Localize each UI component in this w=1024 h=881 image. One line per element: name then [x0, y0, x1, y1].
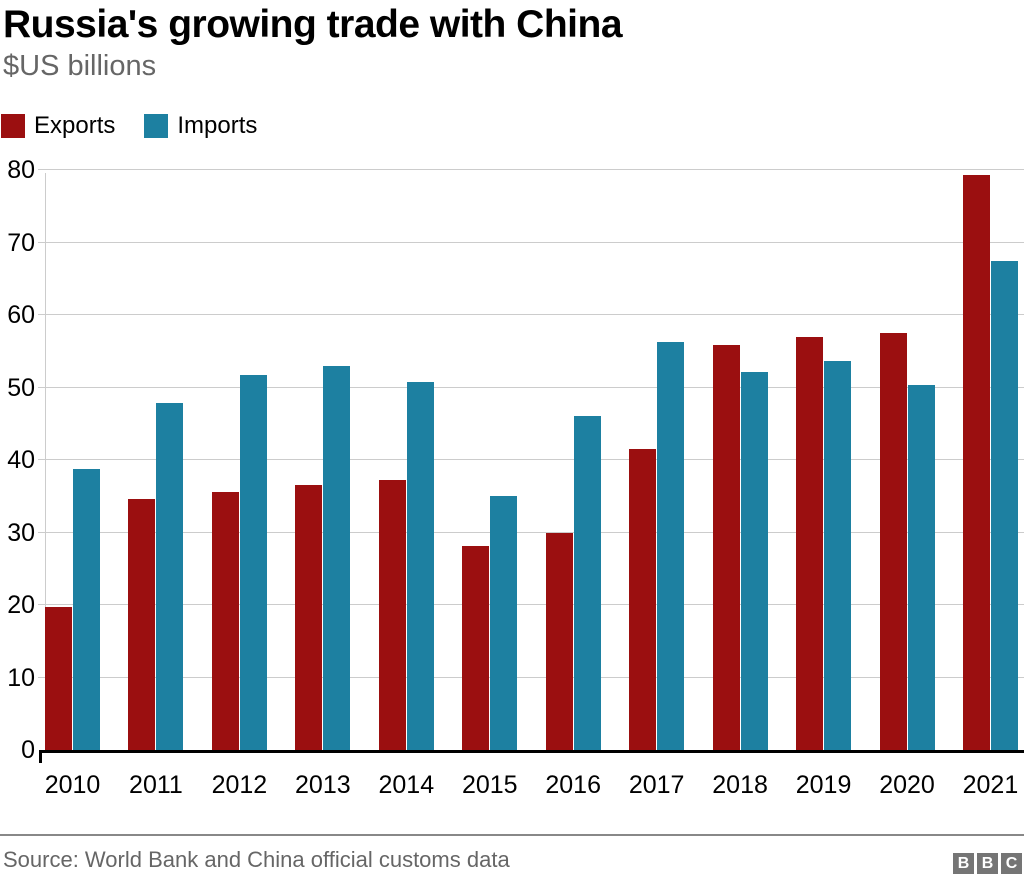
x-tick-label-2015: 2015 — [461, 771, 518, 799]
x-tick-label-2012: 2012 — [211, 771, 268, 799]
x-axis-line — [39, 750, 45, 753]
x-tick-label-2016: 2016 — [545, 771, 601, 799]
y-tick-label-0: 0 — [21, 736, 35, 764]
gridline-20 — [38, 604, 1024, 605]
x-tick-label-2018: 2018 — [712, 771, 768, 799]
y-axis-line — [45, 173, 46, 750]
x-tick-label-2021: 2021 — [962, 771, 1019, 799]
x-tick-label-2010: 2010 — [44, 771, 101, 799]
bar-imports-2019 — [824, 360, 852, 750]
x-tick-label-2017: 2017 — [628, 771, 685, 799]
legend-item-exports: Exports — [1, 112, 115, 140]
bbc-logo-letter: B — [953, 853, 974, 874]
source-note: Source: World Bank and China official cu… — [3, 847, 510, 872]
bar-imports-2013 — [323, 366, 351, 750]
bar-exports-2021 — [962, 175, 990, 750]
y-tick-label-70: 70 — [7, 228, 35, 257]
exports-legend-label: Exports — [34, 112, 116, 139]
y-tick-label-20: 20 — [7, 591, 35, 619]
bar-exports-2016 — [545, 533, 573, 750]
y-tick-label-50: 50 — [7, 373, 35, 402]
gridline-70 — [38, 241, 1024, 243]
plot-area: 0 10 20 30 40 50 60 70 80 2010 2011 2012 2013 2014 201… — [7, 157, 1024, 799]
bar-exports-2012 — [211, 491, 239, 750]
gridline-50 — [38, 386, 1024, 388]
bar-imports-2011 — [156, 403, 184, 750]
gridline-30 — [38, 531, 1024, 533]
bar-exports-2019 — [796, 336, 824, 750]
bbc-logo-letter: B — [977, 853, 998, 874]
bbc-logo: B B C — [953, 853, 1022, 874]
bar-exports-2014 — [378, 480, 406, 750]
bar-exports-2018 — [712, 345, 740, 750]
chart-subtitle: $US billions — [3, 50, 157, 82]
x-tick-label-2019: 2019 — [795, 771, 852, 799]
y-tick-label-60: 60 — [7, 301, 35, 329]
bar-exports-2010 — [45, 607, 72, 750]
chart-title: Russia's growing trade with China — [3, 3, 623, 46]
gridline-80 — [38, 169, 1024, 170]
bbc-logo-letter: C — [1001, 853, 1022, 874]
origin-tick — [39, 753, 42, 763]
x-tick-label-2011: 2011 — [129, 771, 183, 799]
bar-imports-2017 — [657, 341, 685, 750]
bar-imports-2016 — [573, 415, 601, 750]
exports-swatch — [1, 114, 25, 138]
y-tick-label-80: 80 — [7, 156, 35, 184]
x-tick-label-2014: 2014 — [378, 771, 435, 799]
bar-imports-2015 — [490, 496, 518, 750]
x-tick-label-2013: 2013 — [295, 771, 351, 799]
bar-exports-2015 — [462, 545, 490, 750]
x-tick-label-2020: 2020 — [879, 771, 935, 799]
bar-imports-2012 — [239, 375, 267, 750]
gridline-40 — [38, 459, 1024, 460]
bar-imports-2021 — [990, 261, 1018, 750]
legend: Exports Imports — [1, 112, 286, 140]
footer-divider — [0, 834, 1024, 836]
bar-exports-2011 — [128, 499, 156, 750]
y-tick-label-40: 40 — [7, 446, 35, 474]
gridline-10 — [38, 676, 1024, 678]
imports-legend-label: Imports — [177, 112, 258, 139]
bar-imports-2018 — [740, 372, 768, 750]
bar-imports-2020 — [907, 385, 935, 750]
gridline-60 — [38, 314, 1024, 315]
legend-item-imports: Imports — [144, 112, 257, 140]
bar-exports-2013 — [295, 484, 323, 750]
bar-exports-2020 — [879, 333, 907, 750]
y-tick-label-10: 10 — [7, 663, 35, 692]
y-tick-label-30: 30 — [7, 518, 35, 547]
bar-imports-2010 — [73, 468, 100, 750]
bar-exports-2017 — [629, 449, 657, 750]
imports-swatch — [144, 114, 169, 138]
bar-imports-2014 — [406, 382, 434, 750]
